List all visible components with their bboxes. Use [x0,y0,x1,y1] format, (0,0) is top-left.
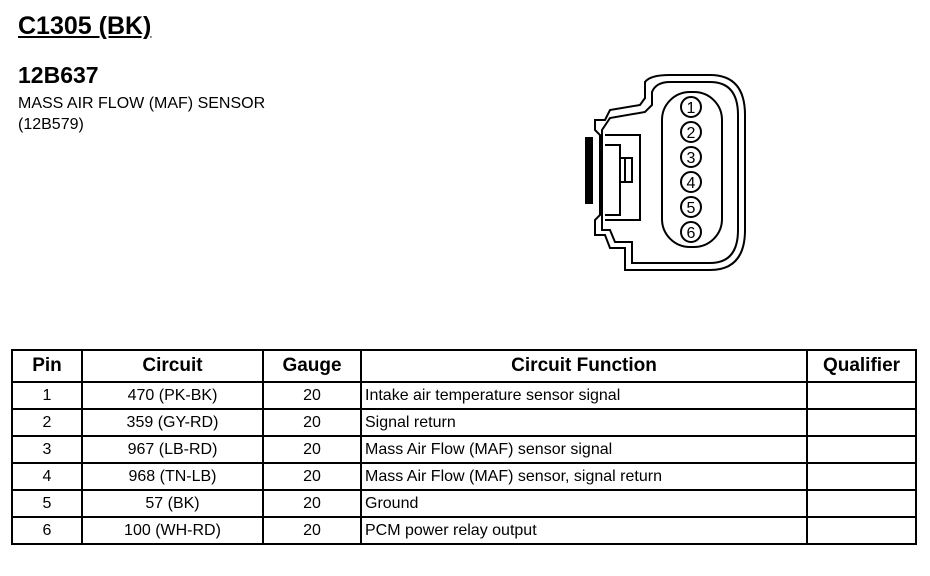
cell-circuit: 100 (WH-RD) [81,516,264,545]
part-number: 12B637 [18,62,99,88]
sub-part-number: (12B579) [18,116,84,133]
cell-qualifier [806,516,917,545]
cell-circuit: 967 (LB-RD) [81,435,264,464]
table-row: 4 968 (TN-LB) 20 Mass Air Flow (MAF) sensor… [11,462,917,491]
cell-qualifier [806,489,917,518]
cell-pin: 3 [11,435,83,464]
cell-qualifier [806,462,917,491]
table-row: 6 100 (WH-RD) 20 PCM power relay output [11,516,917,545]
cell-function: Ground [360,489,808,518]
pin-number: 1 [687,100,696,117]
header-gauge: Gauge [262,349,362,383]
pin-circle [680,171,702,193]
cell-gauge: 20 [262,435,362,464]
cell-qualifier [806,408,917,437]
cell-circuit: 57 (BK) [81,489,264,518]
header-qualifier: Qualifier [806,349,917,383]
cell-circuit: 359 (GY-RD) [81,408,264,437]
header-circuit: Circuit [81,349,264,383]
pin-circle [680,146,702,168]
cell-qualifier [806,435,917,464]
cell-gauge: 20 [262,516,362,545]
cell-pin: 2 [11,408,83,437]
cell-circuit: 968 (TN-LB) [81,462,264,491]
lock-tab [585,137,593,204]
latch [605,134,641,221]
cell-gauge: 20 [262,462,362,491]
cell-function: Mass Air Flow (MAF) sensor signal [360,435,808,464]
header-circuit-function: Circuit Function [360,349,808,383]
pin-number: 5 [687,200,696,217]
table-row: 3 967 (LB-RD) 20 Mass Air Flow (MAF) sensor… [11,435,917,464]
connector-outer-shell [594,74,746,271]
cell-gauge: 20 [262,381,362,410]
connector-face-diagram: 1 2 3 4 5 6 [585,74,746,271]
header-pin: Pin [11,349,83,383]
pin-number: 2 [687,125,696,142]
table-header-row: Pin Circuit Gauge Circuit Function Quali… [11,349,917,383]
pinout-table: Pin Circuit Gauge Circuit Function Quali… [11,349,917,545]
component-description: MASS AIR FLOW (MAF) SENSOR (12B579) [18,93,265,135]
cell-gauge: 20 [262,489,362,518]
table-row: 2 359 (GY-RD) 20 Signal return [11,408,917,437]
cell-qualifier [806,381,917,410]
cell-pin: 1 [11,381,83,410]
cell-gauge: 20 [262,408,362,437]
connector-inner-shell [601,81,739,264]
component-name: MASS AIR FLOW (MAF) SENSOR [18,95,266,112]
cell-function: Signal return [360,408,808,437]
cell-pin: 6 [11,516,83,545]
table-row: 5 57 (BK) 20 Ground [11,489,917,518]
pin-circle [680,121,702,143]
pin-number: 3 [687,150,696,167]
cell-function: PCM power relay output [360,516,808,545]
table-row: 1 470 (PK-BK) 20 Intake air temperature sen… [11,381,917,410]
pin-circle [680,196,702,218]
cell-function: Intake air temperature sensor signal [360,381,808,410]
pin-number: 6 [687,225,696,242]
connector-id: C1305 (BK) [18,12,152,40]
cell-pin: 5 [11,489,83,518]
pin-number: 4 [687,175,696,192]
pin-circle [680,96,702,118]
cell-pin: 4 [11,462,83,491]
cell-function: Mass Air Flow (MAF) sensor, signal retur… [360,462,808,491]
cell-circuit: 470 (PK-BK) [81,381,264,410]
pin-circle [680,221,702,243]
pin-cavity [661,91,723,248]
